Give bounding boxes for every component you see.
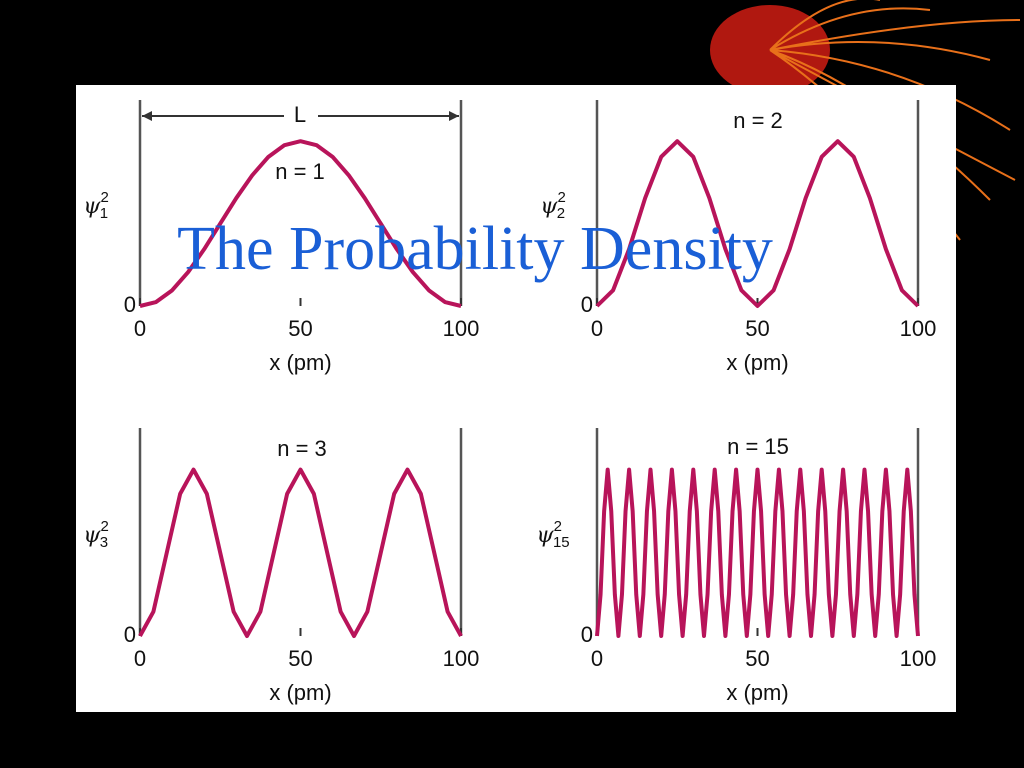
y-axis-label: ψ2 1 — [83, 189, 109, 222]
span-label: L — [294, 102, 306, 127]
density-curve — [595, 467, 920, 638]
x-tick-label: 100 — [443, 646, 480, 671]
slide-title: The Probability Density — [177, 215, 773, 283]
x-axis-label: x (pm) — [726, 680, 788, 705]
x-tick-label: 100 — [443, 316, 480, 341]
density-curve — [139, 139, 462, 308]
y-label-subscript: 15 — [553, 534, 570, 551]
density-curve — [138, 467, 463, 638]
x-tick-label: 50 — [288, 316, 312, 341]
chart: 0 50 100 0 x (pm) ψ2 1 n = 1 L — [83, 100, 479, 375]
x-axis-label: x (pm) — [269, 680, 331, 705]
y-tick-label: 0 — [124, 622, 136, 647]
x-tick-label: 0 — [591, 646, 603, 671]
y-label-symbol: ψ — [83, 523, 101, 548]
annotation: n = 1 — [275, 159, 325, 184]
chart: 0 50 100 0 x (pm) ψ2 3 n = 3 — [83, 428, 479, 705]
x-axis-label: x (pm) — [726, 350, 788, 375]
annotation: n = 3 — [277, 436, 327, 461]
figure-panel — [76, 85, 956, 712]
x-tick-label: 0 — [591, 316, 603, 341]
x-axis-label: x (pm) — [269, 350, 331, 375]
y-axis-label: ψ2 3 — [83, 518, 109, 551]
annotation: n = 15 — [727, 434, 789, 459]
y-tick-label: 0 — [581, 622, 593, 647]
y-label-symbol: ψ — [540, 194, 558, 219]
y-tick-label: 0 — [581, 292, 593, 317]
y-label-superscript: 2 — [557, 189, 565, 206]
y-tick-label: 0 — [124, 292, 136, 317]
y-label-superscript: 2 — [100, 189, 108, 206]
y-label-subscript: 1 — [100, 205, 108, 222]
x-tick-label: 50 — [745, 646, 769, 671]
x-tick-label: 100 — [900, 316, 937, 341]
x-tick-label: 0 — [134, 646, 146, 671]
chart: 0 50 100 0 x (pm) ψ2 15 n = 15 — [536, 428, 936, 705]
x-tick-label: 50 — [288, 646, 312, 671]
annotation: n = 2 — [733, 108, 783, 133]
y-label-subscript: 2 — [557, 205, 565, 222]
y-label-symbol: ψ — [83, 194, 101, 219]
x-tick-label: 0 — [134, 316, 146, 341]
y-axis-label: ψ2 15 — [536, 518, 569, 551]
density-curve — [595, 139, 920, 308]
y-label-superscript: 2 — [100, 518, 108, 535]
x-tick-label: 50 — [745, 316, 769, 341]
y-label-superscript: 2 — [554, 518, 562, 535]
y-axis-label: ψ2 2 — [540, 189, 566, 222]
x-tick-label: 100 — [900, 646, 937, 671]
y-label-symbol: ψ — [536, 523, 554, 548]
chart: 0 50 100 0 x (pm) ψ2 2 n = 2 — [540, 100, 936, 375]
y-label-subscript: 3 — [100, 534, 108, 551]
